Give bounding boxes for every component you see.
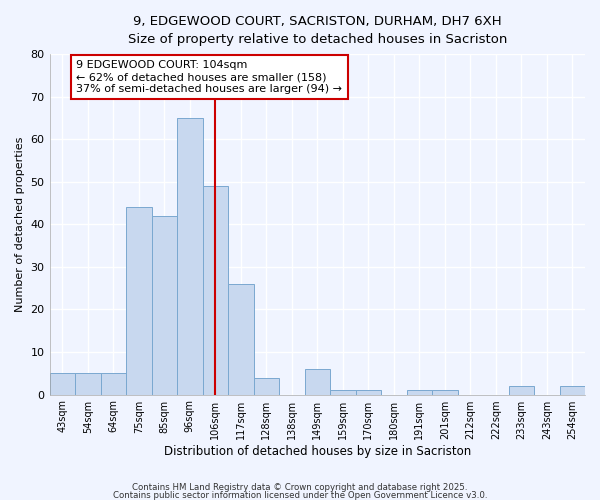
Bar <box>177 118 203 394</box>
Bar <box>203 186 228 394</box>
Bar <box>228 284 254 395</box>
Text: Contains public sector information licensed under the Open Government Licence v3: Contains public sector information licen… <box>113 490 487 500</box>
X-axis label: Distribution of detached houses by size in Sacriston: Distribution of detached houses by size … <box>164 444 471 458</box>
Bar <box>330 390 356 394</box>
Bar <box>101 374 126 394</box>
Bar <box>152 216 177 394</box>
Text: Contains HM Land Registry data © Crown copyright and database right 2025.: Contains HM Land Registry data © Crown c… <box>132 484 468 492</box>
Bar <box>432 390 458 394</box>
Bar <box>50 374 75 394</box>
Bar <box>407 390 432 394</box>
Bar <box>305 369 330 394</box>
Bar <box>560 386 585 394</box>
Y-axis label: Number of detached properties: Number of detached properties <box>15 136 25 312</box>
Bar <box>509 386 534 394</box>
Bar <box>75 374 101 394</box>
Bar <box>126 208 152 394</box>
Title: 9, EDGEWOOD COURT, SACRISTON, DURHAM, DH7 6XH
Size of property relative to detac: 9, EDGEWOOD COURT, SACRISTON, DURHAM, DH… <box>128 15 507 46</box>
Text: 9 EDGEWOOD COURT: 104sqm
← 62% of detached houses are smaller (158)
37% of semi-: 9 EDGEWOOD COURT: 104sqm ← 62% of detach… <box>76 60 343 94</box>
Bar <box>356 390 381 394</box>
Bar <box>254 378 279 394</box>
